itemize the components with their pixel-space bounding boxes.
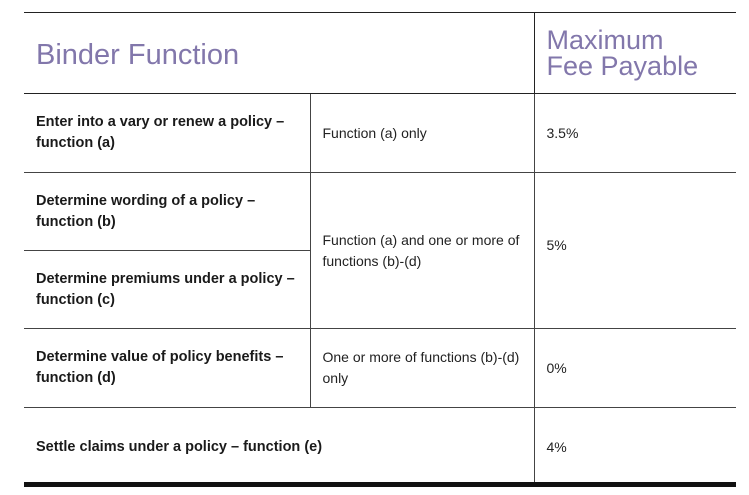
- table-row: Determine wording of a policy – function…: [24, 172, 736, 329]
- table-header-row: Binder Function Maximum Fee Payable: [24, 12, 736, 94]
- function-cell: Determine value of policy benefits – fun…: [24, 328, 310, 408]
- function-cell: Settle claims under a policy – function …: [24, 407, 534, 487]
- table-row: Settle claims under a policy – function …: [24, 407, 736, 487]
- fee-cell-merged: 5%: [533, 172, 736, 329]
- header-max-fee-line2: Fee Payable: [546, 51, 699, 81]
- bottom-rule: [24, 482, 736, 487]
- table-row: Enter into a vary or renew a policy – fu…: [24, 93, 736, 173]
- header-binder-function: Binder Function: [24, 12, 534, 94]
- condition-cell: Function (a) only: [309, 93, 534, 173]
- binder-fee-table: Binder Function Maximum Fee Payable Ente…: [24, 12, 736, 487]
- table-row: Determine premiums under a policy – func…: [24, 250, 736, 329]
- function-cell: Enter into a vary or renew a policy – fu…: [24, 93, 310, 173]
- fee-cell: 0%: [533, 328, 736, 408]
- header-max-fee-line1: Maximum: [546, 25, 664, 55]
- fee-value: 5%: [546, 236, 567, 253]
- function-cell: Determine premiums under a policy – func…: [24, 250, 310, 329]
- function-cell: Determine wording of a policy – function…: [24, 172, 310, 251]
- fee-cell: 3.5%: [533, 93, 736, 173]
- table-row: Determine value of policy benefits – fun…: [24, 328, 736, 408]
- condition-cell: One or more of functions (b)-(d) only: [309, 328, 534, 408]
- header-max-fee: Maximum Fee Payable: [533, 12, 736, 94]
- binder-fee-table-container: Binder Function Maximum Fee Payable Ente…: [24, 12, 736, 487]
- fee-cell: 4%: [533, 407, 736, 487]
- condition-cell-merged: Function (a) and one or more of function…: [309, 172, 534, 329]
